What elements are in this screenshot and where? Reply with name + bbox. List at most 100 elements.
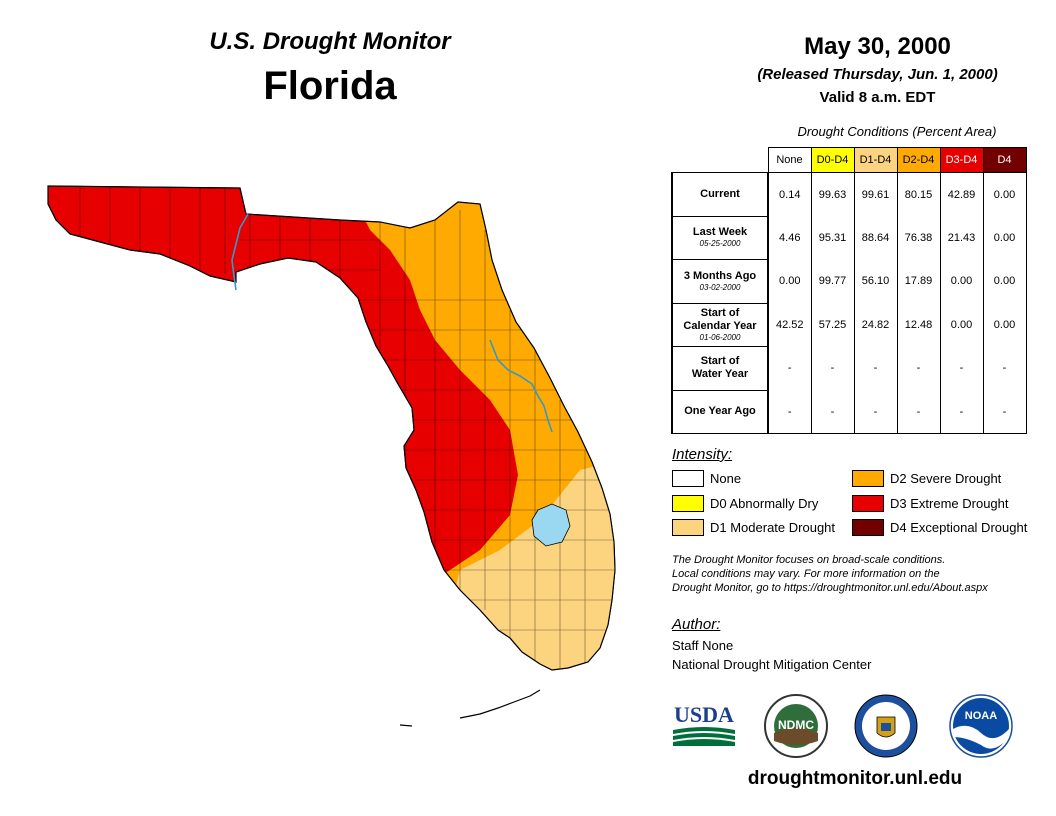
table-row: Current 0.14 99.63 99.61 80.15 42.89 0.00: [671, 172, 1027, 217]
table-cell: 0.00: [982, 259, 1027, 303]
legend-item: D1 Moderate Drought: [672, 519, 835, 536]
table-cell: 0.00: [767, 259, 812, 303]
table-cell: 17.89: [896, 259, 941, 303]
row-label: Start of Water Year: [671, 346, 769, 391]
row-label: Last Week 05-25-2000: [671, 215, 769, 260]
table-cell: -: [896, 346, 941, 390]
table-cell: -: [939, 390, 984, 434]
note-line-3: Drought Monitor, go to https://droughtmo…: [672, 582, 988, 594]
col-d4: D4: [982, 147, 1027, 173]
drought-note: The Drought Monitor focuses on broad-sca…: [672, 553, 1052, 595]
intensity-title: Intensity:: [672, 446, 733, 463]
ndmc-logo: NDMC: [764, 694, 828, 758]
table-cell: -: [767, 346, 812, 390]
legend-swatch: [672, 495, 704, 512]
table-cell: -: [767, 390, 812, 434]
usda-logo-text: USDA: [674, 702, 734, 727]
table-cell: -: [982, 390, 1027, 434]
legend-swatch: [852, 519, 884, 536]
valid-time: Valid 8 a.m. EDT: [819, 89, 936, 106]
florida-drought-map: [47, 185, 616, 727]
lake-okeechobee: [531, 503, 571, 547]
legend-item: D3 Extreme Drought: [852, 495, 1009, 512]
legend-label: D0 Abnormally Dry: [710, 496, 819, 511]
legend-swatch: [852, 495, 884, 512]
legend-swatch: [672, 519, 704, 536]
table-row: Start of Water Year - - - - - -: [671, 346, 1027, 391]
note-line-2: Local conditions may vary. For more info…: [672, 568, 940, 580]
row-label: Current: [671, 172, 769, 217]
col-d3-d4: D3-D4: [939, 147, 984, 173]
usda-logo: USDA: [673, 702, 735, 746]
table-cell: 99.77: [810, 259, 855, 303]
noaa-logo-text: NOAA: [965, 710, 997, 722]
table-row: 3 Months Ago 03-02-2000 0.00 99.77 56.10 17.8…: [671, 259, 1027, 304]
table-cell: 21.43: [939, 216, 984, 260]
legend-item: D2 Severe Drought: [852, 470, 1001, 487]
table-cell: -: [896, 390, 941, 434]
table-cell: -: [810, 390, 855, 434]
col-d0-d4: D0-D4: [810, 147, 855, 173]
table-cell: -: [982, 346, 1027, 390]
table-cell: 0.14: [767, 172, 812, 216]
conditions-table: None D0-D4 D1-D4 D2-D4 D3-D4 D4 Current 0…: [671, 147, 1027, 434]
noaa-logo: NOAA: [949, 694, 1013, 758]
col-d2-d4: D2-D4: [896, 147, 941, 173]
legend-label: D2 Severe Drought: [890, 471, 1002, 486]
row-label: One Year Ago: [671, 389, 769, 434]
table-row: Last Week 05-25-2000 4.46 95.31 88.64 76.38 21…: [671, 215, 1027, 260]
legend-item: None: [672, 470, 741, 487]
table-row: Start of Calendar Year 01-06-2000 42.52 57.2…: [671, 302, 1027, 347]
table-cell: 24.82: [853, 303, 898, 347]
legend-swatch: [852, 470, 884, 487]
legend-label: D4 Exceptional Drought: [890, 520, 1028, 535]
table-cell: 4.46: [767, 216, 812, 260]
author-org: National Drought Mitigation Center: [672, 657, 872, 672]
conditions-title: Drought Conditions (Percent Area): [797, 124, 997, 139]
table-cell: 57.25: [810, 303, 855, 347]
table-cell: -: [939, 346, 984, 390]
table-cell: -: [810, 346, 855, 390]
map-date: May 30, 2000: [804, 33, 951, 60]
table-cell: 80.15: [896, 172, 941, 216]
table-row: One Year Ago - - - - - -: [671, 389, 1027, 434]
st-johns-river: [489, 339, 553, 433]
legend-swatch: [672, 470, 704, 487]
table-cell: 95.31: [810, 216, 855, 260]
table-cell: 0.00: [982, 216, 1027, 260]
table-cell: 0.00: [982, 303, 1027, 347]
table-cell: 0.00: [939, 303, 984, 347]
legend-label: None: [710, 471, 742, 486]
ndmc-logo-text: NDMC: [778, 718, 814, 732]
legend-label: D1 Moderate Drought: [710, 520, 836, 535]
table-cell: 0.00: [982, 172, 1027, 216]
doc-seal-logo: [854, 694, 918, 758]
state-title: Florida: [263, 64, 397, 108]
table-cell: -: [853, 346, 898, 390]
table-cell: 42.52: [767, 303, 812, 347]
table-cell: 0.00: [939, 259, 984, 303]
legend-label: D3 Extreme Drought: [890, 496, 1009, 511]
monitor-title: U.S. Drought Monitor: [209, 28, 451, 55]
table-cell: 56.10: [853, 259, 898, 303]
author-name: Staff None: [672, 638, 734, 653]
website-url[interactable]: droughtmonitor.unl.edu: [747, 768, 963, 789]
legend-item: D0 Abnormally Dry: [672, 495, 818, 512]
legend-item: D4 Exceptional Drought: [852, 519, 1027, 536]
col-none: None: [767, 147, 812, 173]
table-cell: 99.63: [810, 172, 855, 216]
table-cell: 76.38: [896, 216, 941, 260]
row-label: 3 Months Ago 03-02-2000: [671, 259, 769, 304]
table-corner: [672, 148, 768, 173]
table-cell: 12.48: [896, 303, 941, 347]
note-line-1: The Drought Monitor focuses on broad-sca…: [672, 554, 946, 566]
florida-keys: [399, 689, 541, 727]
row-label: Start of Calendar Year 01-06-2000: [671, 302, 769, 347]
table-cell: 99.61: [853, 172, 898, 216]
table-cell: 42.89: [939, 172, 984, 216]
release-date: (Released Thursday, Jun. 1, 2000): [757, 66, 998, 83]
table-cell: 88.64: [853, 216, 898, 260]
table-cell: -: [853, 390, 898, 434]
author-title: Author:: [672, 616, 721, 633]
col-d1-d4: D1-D4: [853, 147, 898, 173]
